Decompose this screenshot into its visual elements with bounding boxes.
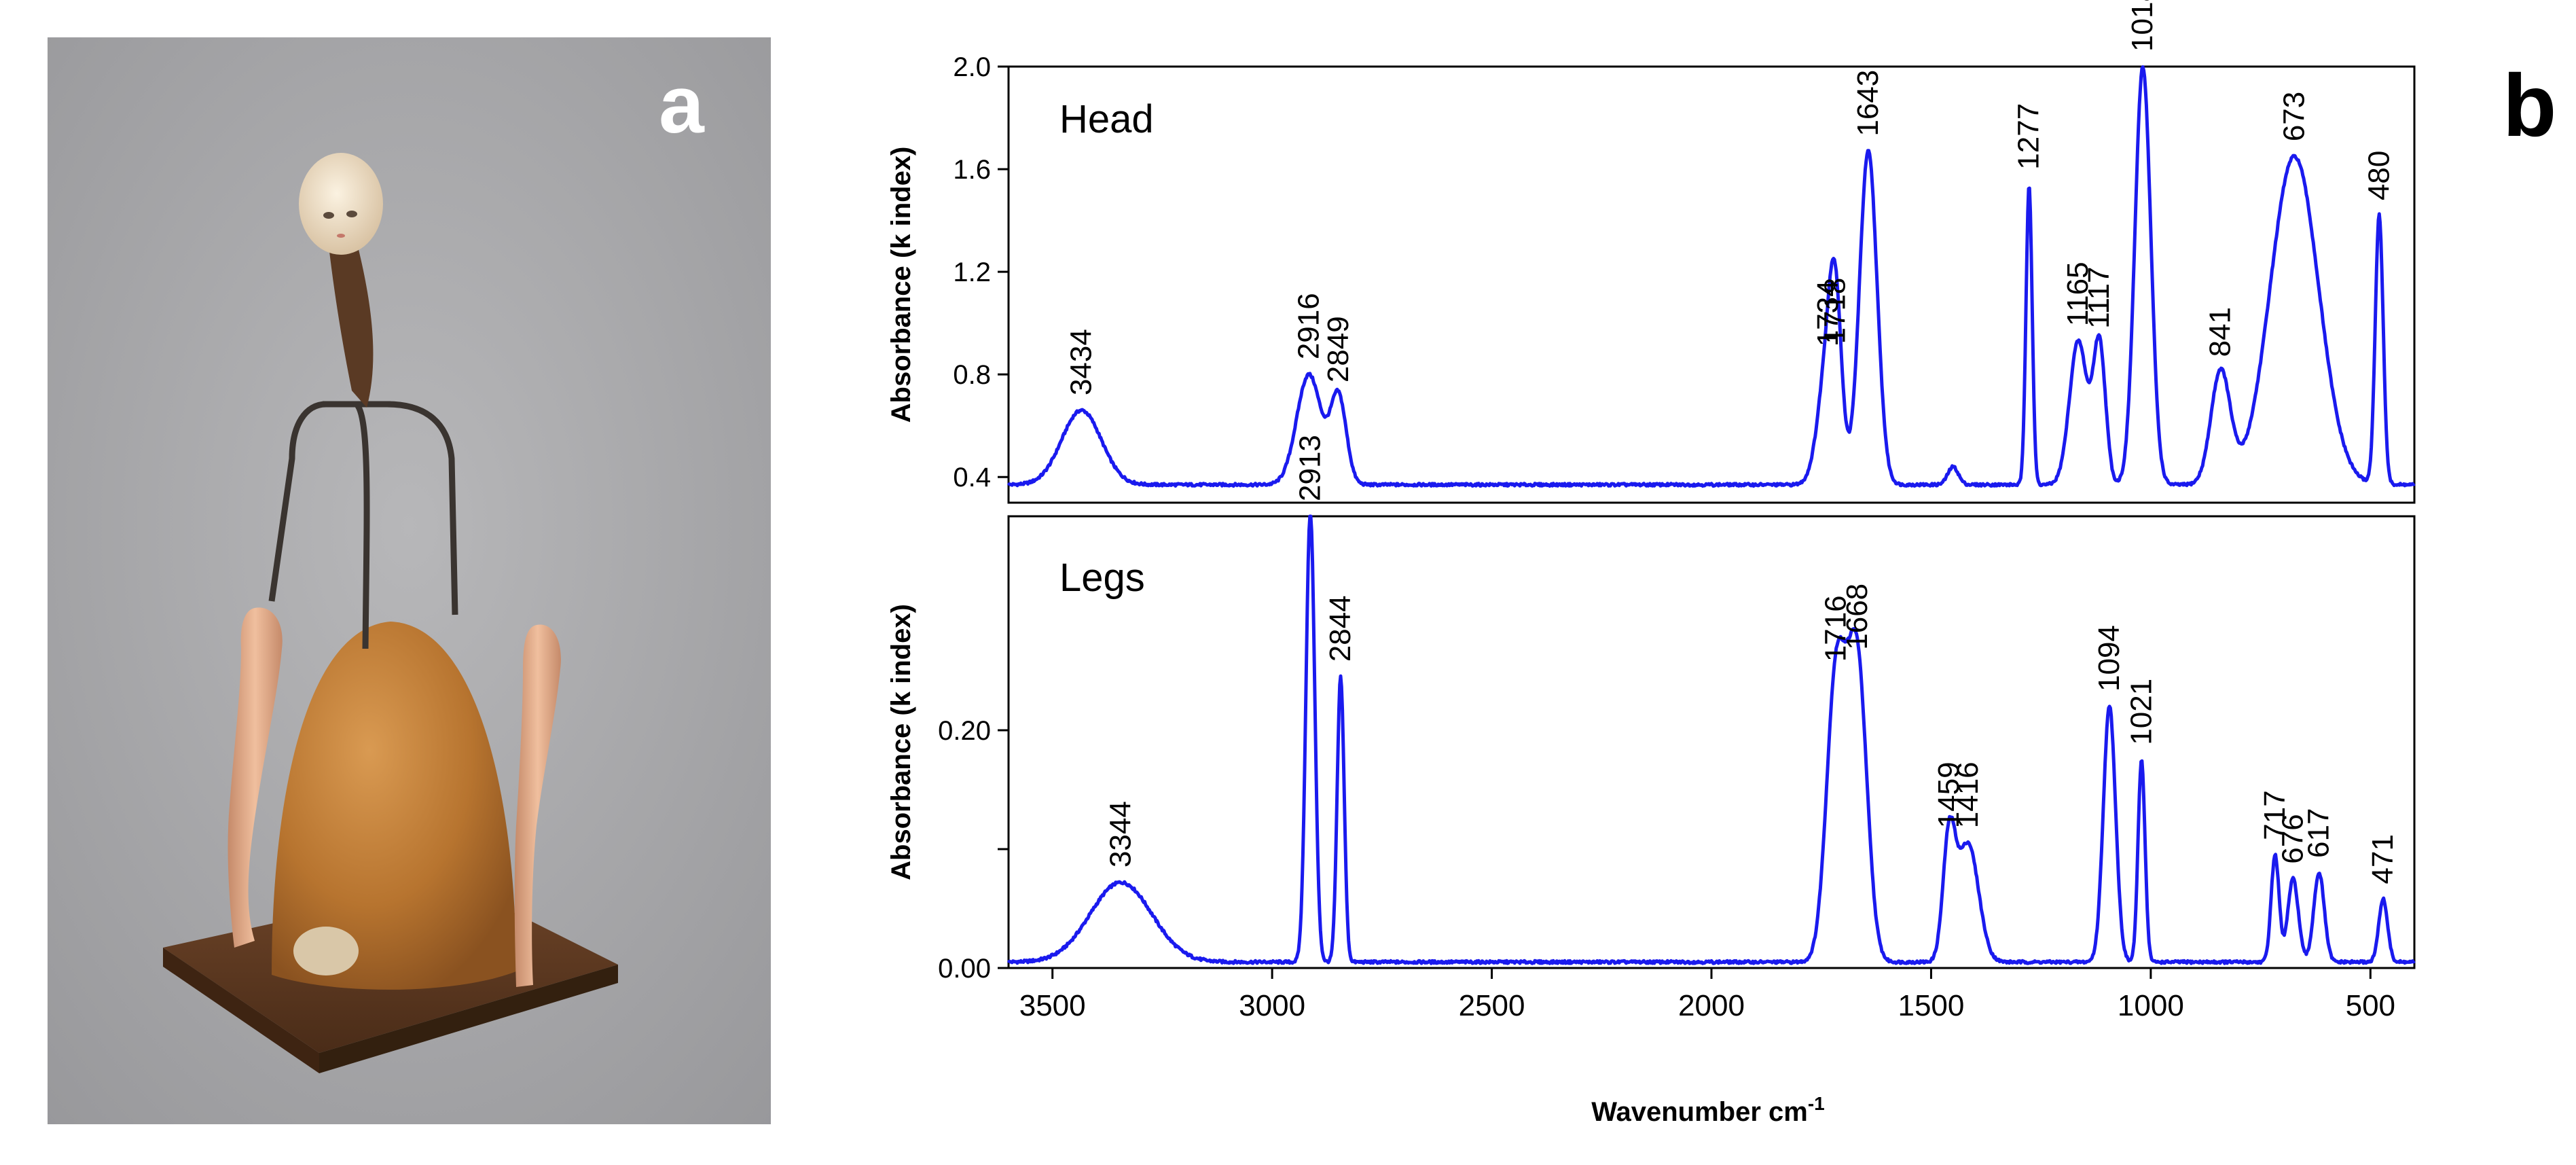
y-axis-label: Absorbance (k index) bbox=[886, 147, 916, 423]
doll-head bbox=[299, 153, 383, 255]
x-tick-label: 1500 bbox=[1898, 989, 1964, 1022]
x-tick-label: 2500 bbox=[1459, 989, 1525, 1022]
peak-label: 2916 bbox=[1292, 293, 1325, 359]
peak-label: 1668 bbox=[1840, 584, 1874, 650]
x-axis-label: Wavenumber cm-1 bbox=[1591, 1093, 1825, 1127]
x-axis-label-superscript: -1 bbox=[1808, 1093, 1825, 1114]
peak-label: 1021 bbox=[2124, 679, 2158, 745]
spectrum-line-legs bbox=[1006, 514, 2416, 965]
y-tick-label: 2.0 bbox=[953, 52, 991, 82]
sculpture-photo: a bbox=[48, 37, 771, 1124]
metal-fork bbox=[268, 401, 458, 649]
peak-label: 2849 bbox=[1322, 316, 1355, 382]
peak-label: 676 bbox=[2276, 814, 2309, 863]
wooden-handle bbox=[327, 234, 374, 408]
plot-frame bbox=[1007, 65, 2416, 504]
peak-label: 3434 bbox=[1064, 329, 1097, 395]
peak-label: 1165 bbox=[2061, 262, 2094, 326]
peak-label: 1718 bbox=[1818, 278, 1851, 344]
x-tick-label: 1000 bbox=[2118, 989, 2184, 1022]
peak-label: 1094 bbox=[2092, 625, 2126, 692]
y-axis-label: Absorbance (k index) bbox=[886, 604, 916, 880]
panel-label-b: b bbox=[2503, 56, 2556, 155]
y-tick-label: 1.2 bbox=[953, 257, 991, 287]
peak-label: 1277 bbox=[2012, 103, 2046, 170]
y-tick-label: 1.6 bbox=[953, 155, 991, 185]
doll-leg-right bbox=[514, 624, 561, 987]
peak-label: 1716 bbox=[1819, 595, 1853, 662]
x-tick-label: 3000 bbox=[1239, 989, 1305, 1022]
y-tick-label: 0.20 bbox=[938, 716, 991, 746]
peak-label: 2844 bbox=[1324, 595, 1357, 662]
peak-label: 1734 bbox=[1811, 280, 1845, 346]
x-tick-label: 3500 bbox=[1019, 989, 1086, 1022]
doll-leg-left bbox=[228, 607, 283, 948]
panel-label-a: a bbox=[659, 59, 705, 150]
y-tick-label: 0.00 bbox=[938, 954, 991, 984]
photo-panel-a: a bbox=[48, 37, 771, 1124]
peak-label: 1643 bbox=[1851, 70, 1885, 137]
plot-frame bbox=[1007, 515, 2416, 969]
spectrum-panel-legs: 0.00 0.20 Absorbance (k index) Legs 3344 2913… bbox=[886, 435, 2416, 984]
peak-label: 471 bbox=[2366, 834, 2399, 884]
peak-label: 1416 bbox=[1951, 761, 1984, 828]
y-tick-label: 0.4 bbox=[953, 463, 991, 492]
spectrum-panel-head: 0.4 0.8 1.2 1.6 2.0 Absorbance (k index) Head 3… bbox=[886, 0, 2416, 504]
peak-label: 2913 bbox=[1293, 435, 1326, 501]
peak-label: 1117 bbox=[2082, 266, 2116, 328]
panel-name-label: Legs bbox=[1059, 556, 1145, 600]
x-axis-label-text: Wavenumber cm bbox=[1591, 1097, 1808, 1127]
x-tick-label: 2000 bbox=[1678, 989, 1745, 1022]
peak-label: 841 bbox=[2204, 307, 2237, 357]
peak-label: 673 bbox=[2277, 92, 2310, 141]
small-doll-head bbox=[293, 927, 359, 975]
y-tick-label: 0.8 bbox=[953, 360, 991, 390]
spectrum-line-head bbox=[1006, 65, 2416, 488]
peak-label: 1459 bbox=[1932, 761, 1965, 828]
x-tick-label: 500 bbox=[2346, 989, 2395, 1022]
peak-label: 1018 bbox=[2126, 0, 2159, 52]
gourd-dome bbox=[272, 622, 516, 990]
peak-label: 3344 bbox=[1104, 801, 1138, 867]
peak-label: 717 bbox=[2258, 790, 2291, 840]
panel-name-label: Head bbox=[1059, 97, 1154, 141]
peak-label: 617 bbox=[2302, 808, 2336, 858]
peak-label: 480 bbox=[2362, 151, 2395, 200]
